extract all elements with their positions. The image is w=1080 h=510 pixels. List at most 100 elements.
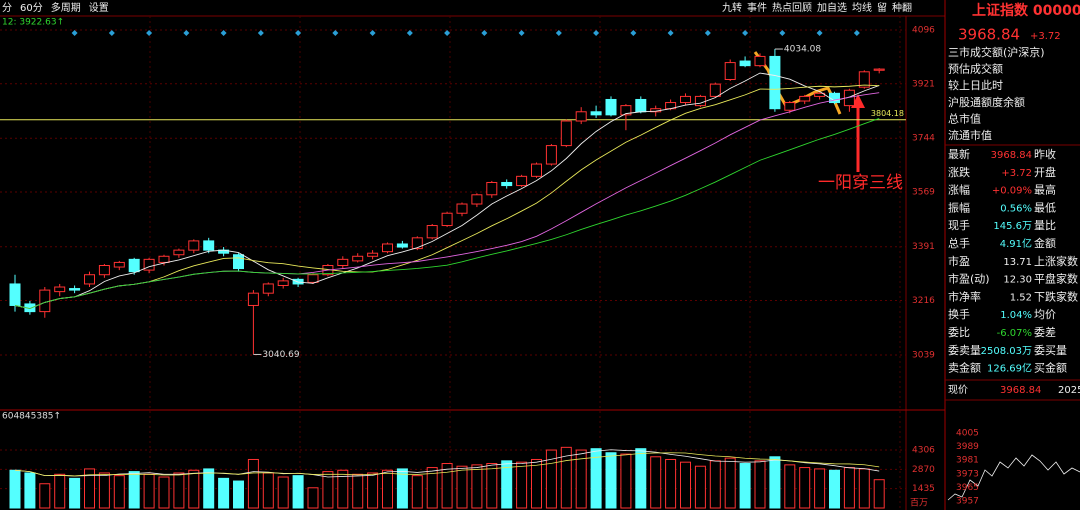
volume-bar <box>545 449 557 509</box>
volume-bar <box>858 468 870 509</box>
panel-price: 3968.84 <box>958 26 1020 44</box>
volume-bar <box>143 473 155 509</box>
toolbar-button: 热点回顾 <box>772 1 812 14</box>
volume-bar <box>158 476 170 509</box>
info-row: 预估成交额 <box>948 62 1003 76</box>
volume-bar <box>456 465 468 509</box>
event-marker <box>146 30 153 36</box>
toolbar-button: 留 <box>877 1 887 14</box>
candle-body <box>84 274 95 285</box>
volume-bar <box>575 449 587 509</box>
stat-label: 量比 <box>1034 219 1056 232</box>
candle-body <box>113 261 125 268</box>
toolbar-button: 种翻 <box>892 1 912 14</box>
reference-label: 3804.18 <box>871 109 904 118</box>
volume-bar <box>69 477 81 509</box>
candle-body <box>54 286 66 293</box>
volume-bar <box>24 472 36 509</box>
stat-value: 126.69亿 <box>987 362 1032 375</box>
candle-body <box>680 95 691 104</box>
stat-value: 12.30 <box>1003 275 1032 286</box>
ma-line <box>14 118 880 310</box>
toolbar-button: 60分 <box>20 2 43 14</box>
y-tick-label: 3039 <box>912 350 935 360</box>
mini-tick-label: 3957 <box>956 497 979 507</box>
candle-body <box>799 95 811 102</box>
stat-label: 委差 <box>1034 325 1056 339</box>
event-marker <box>816 30 823 36</box>
volume-bar <box>188 469 200 509</box>
volume-bar <box>322 471 334 509</box>
volume-bar <box>620 453 632 509</box>
volume-bar <box>799 467 811 509</box>
y-tick-label: 3391 <box>912 242 935 252</box>
info-row: 总市值 <box>948 111 981 125</box>
volume-bar <box>560 446 572 509</box>
candle-body <box>590 111 602 116</box>
candle-body <box>411 237 423 250</box>
volume-bar <box>203 468 215 509</box>
stat-label: 金额 <box>1034 236 1056 250</box>
stat-label: 卖金额 <box>948 361 981 375</box>
candle-body <box>173 249 185 256</box>
candle-body <box>575 111 587 122</box>
stat-value: 0.56% <box>1000 203 1032 214</box>
event-marker <box>704 30 711 36</box>
candle-body <box>873 68 885 71</box>
candle-body <box>143 258 155 271</box>
volume-bar <box>367 472 379 509</box>
event-marker <box>183 30 190 36</box>
candle-body <box>426 225 438 239</box>
volume-bar <box>754 460 766 509</box>
y-tick-label: 2870 <box>912 465 935 475</box>
low-annotation: 3040.69 <box>262 350 299 360</box>
volume-bar <box>784 464 796 509</box>
volume-ma-line <box>14 452 880 477</box>
event-marker <box>220 30 227 36</box>
toolbar-button: 加自选 <box>817 1 847 14</box>
volume-bar <box>9 469 21 509</box>
volume-bar <box>605 452 617 509</box>
toolbar-button: 事件 <box>747 1 767 14</box>
stat-label: 涨幅 <box>948 184 970 197</box>
volume-bar <box>650 456 662 509</box>
candle-body <box>724 62 736 80</box>
high-annotation: 4034.08 <box>784 45 821 55</box>
mini-tick-label: 3981 <box>956 456 979 466</box>
stat-label: 上涨家数 <box>1034 254 1078 268</box>
candle-body <box>709 83 721 97</box>
candle-body <box>531 163 542 177</box>
candle-body <box>516 175 528 187</box>
volume-bar <box>709 460 721 509</box>
volume-bar <box>814 468 826 509</box>
stat-value: 1.52 <box>1010 292 1032 303</box>
stat-label: 总手 <box>948 236 970 250</box>
candle-body <box>858 71 870 88</box>
event-marker <box>257 30 264 36</box>
y-tick-label: 1435 <box>912 484 935 494</box>
stat-value: 3968.84 <box>991 150 1032 161</box>
quote-label: 现价 <box>948 384 968 396</box>
volume-bar <box>218 477 230 509</box>
candle-body <box>352 255 364 262</box>
stat-label: 市净率 <box>948 289 981 303</box>
event-marker <box>108 30 115 36</box>
event-marker <box>295 30 302 36</box>
quote-time: 2025 <box>1058 385 1080 396</box>
event-marker <box>593 30 600 36</box>
toolbar-button: 分 <box>2 2 12 14</box>
mini-price-line <box>947 454 1080 501</box>
volume-bar <box>128 471 140 509</box>
volume-bar <box>173 472 185 509</box>
mini-tick-label: 4005 <box>956 429 979 439</box>
volume-bar <box>873 479 885 509</box>
candle-body <box>128 258 140 273</box>
volume-bar <box>262 472 274 509</box>
candle-body <box>233 254 244 270</box>
candle-body <box>635 98 647 113</box>
stat-value: 13.71 <box>1003 257 1032 268</box>
event-marker <box>406 30 413 36</box>
candle-body <box>784 102 796 111</box>
callout: 一阳穿三线 <box>818 173 903 193</box>
candle-body <box>560 120 572 147</box>
